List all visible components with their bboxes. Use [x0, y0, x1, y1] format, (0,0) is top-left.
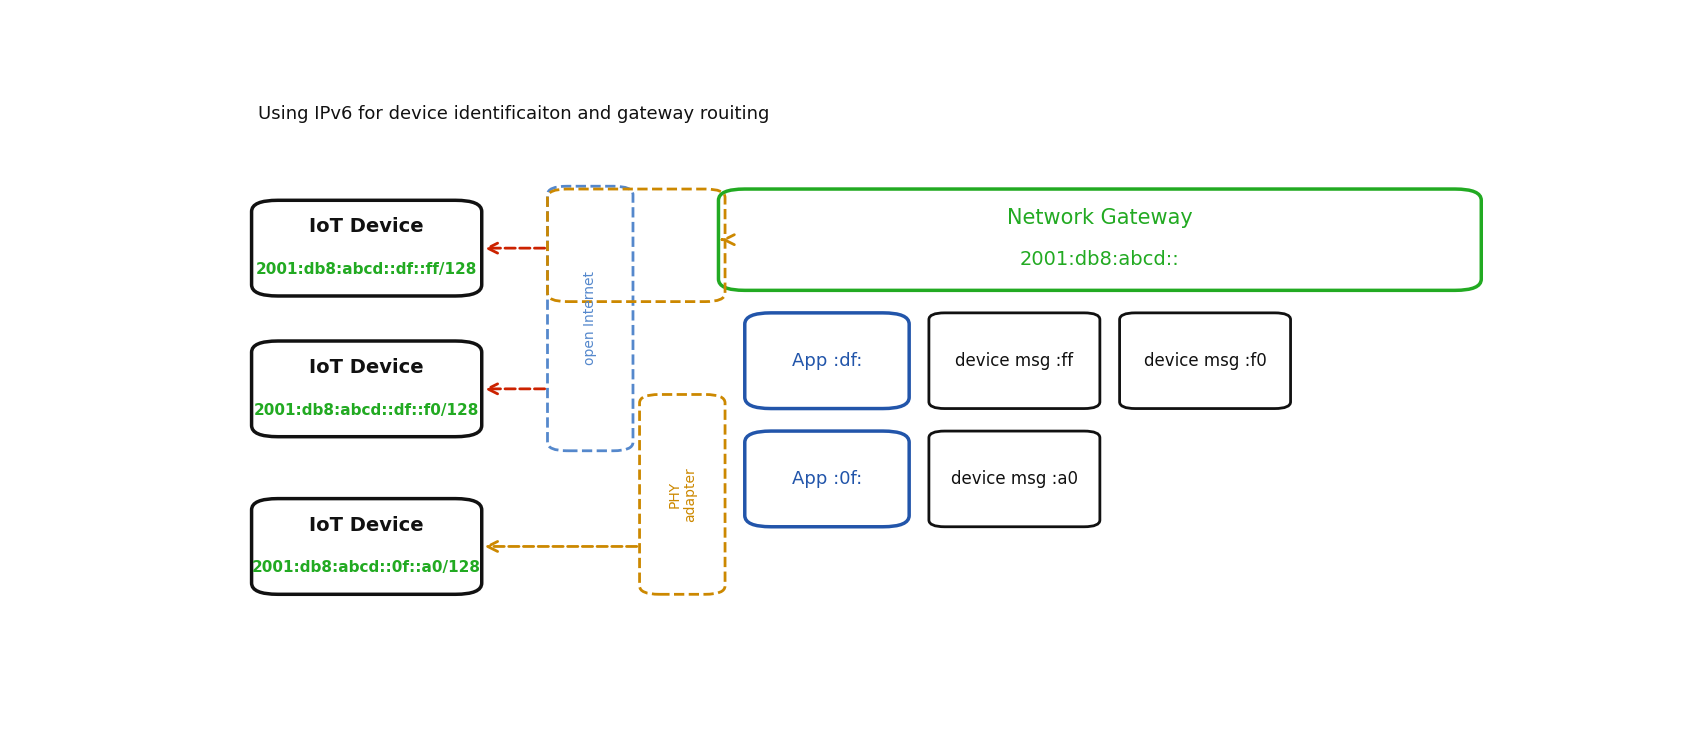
Text: 2001:db8:abcd::: 2001:db8:abcd:: — [1020, 250, 1179, 269]
Text: device msg :f0: device msg :f0 — [1144, 352, 1266, 370]
Text: Network Gateway: Network Gateway — [1006, 208, 1193, 228]
Text: 2001:db8:abcd::0f::a0/128: 2001:db8:abcd::0f::a0/128 — [253, 561, 482, 575]
Text: 2001:db8:abcd::df::ff/128: 2001:db8:abcd::df::ff/128 — [256, 262, 477, 277]
Text: PHY
adapter: PHY adapter — [667, 467, 697, 522]
Text: device msg :ff: device msg :ff — [955, 352, 1074, 370]
Text: App :0f:: App :0f: — [792, 470, 862, 488]
Text: IoT Device: IoT Device — [309, 358, 424, 377]
Text: App :df:: App :df: — [792, 352, 862, 370]
Text: IoT Device: IoT Device — [309, 217, 424, 236]
Text: open Internet: open Internet — [584, 271, 597, 366]
Text: 2001:db8:abcd::df::f0/128: 2001:db8:abcd::df::f0/128 — [255, 403, 479, 417]
Text: Using IPv6 for device identificaiton and gateway rouiting: Using IPv6 for device identificaiton and… — [258, 105, 769, 123]
Text: device msg :a0: device msg :a0 — [950, 470, 1078, 488]
Text: IoT Device: IoT Device — [309, 515, 424, 534]
